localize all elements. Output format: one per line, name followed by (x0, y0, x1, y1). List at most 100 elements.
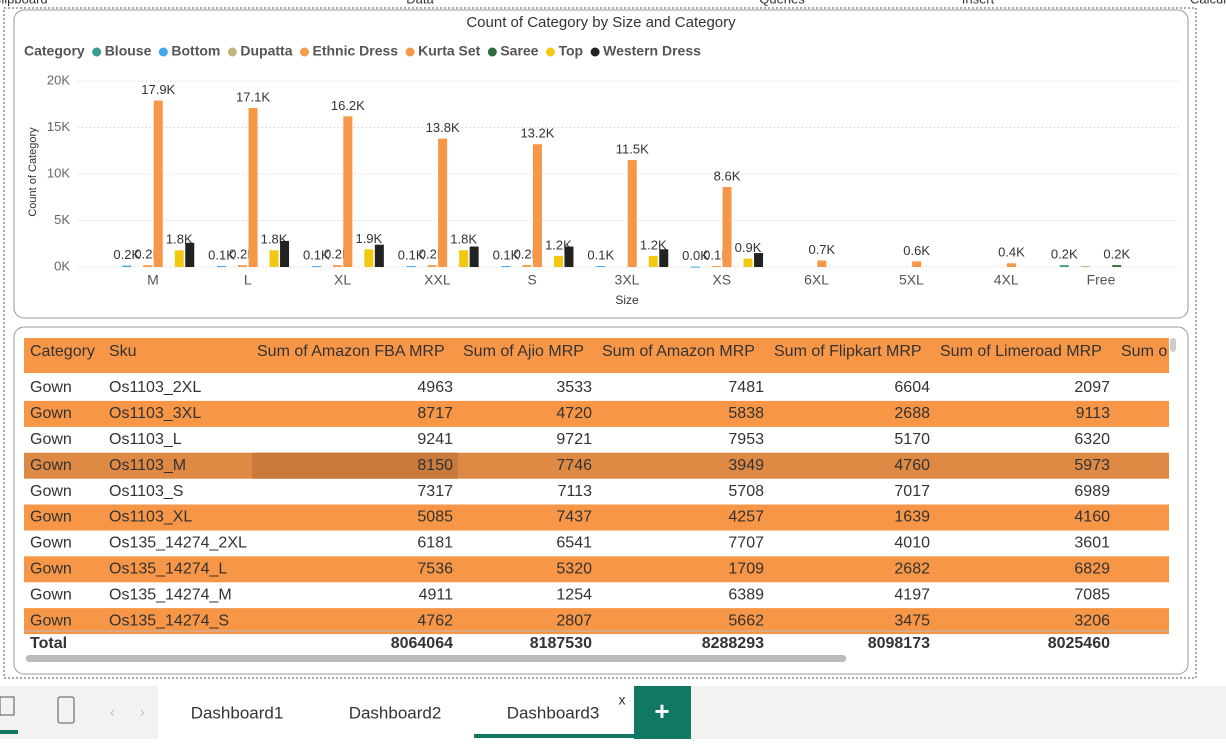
data-label: 13.2K (520, 126, 554, 141)
column-header[interactable]: Sum of Flipkart MRP (774, 343, 922, 360)
tab[interactable] (158, 686, 316, 739)
y-tick-label: 5K (54, 212, 70, 227)
data-label: 1.2K (640, 237, 667, 252)
row-bg (24, 556, 1169, 583)
y-axis-label: Count of Category (27, 127, 39, 217)
x-tick-label: S (528, 272, 537, 288)
scrollbar-v[interactable] (1170, 338, 1176, 352)
cell: Gown (30, 379, 72, 396)
data-label: 0.1K (398, 248, 425, 263)
bar (185, 242, 195, 267)
add-tab[interactable] (634, 686, 691, 739)
tab-label[interactable]: Dashboard3 (507, 703, 600, 722)
tab-close[interactable]: x (619, 692, 626, 708)
cell: 4720 (556, 405, 592, 422)
bar (332, 265, 342, 267)
cell: 7437 (556, 509, 592, 526)
bar (174, 250, 184, 267)
column-header[interactable]: Sum o (1121, 343, 1167, 360)
total-cell: 8025460 (1048, 635, 1110, 652)
column-header[interactable]: Category (30, 343, 95, 360)
cell-highlight (252, 452, 458, 479)
bar (1059, 265, 1069, 267)
legend-marker (487, 47, 497, 57)
bar (153, 100, 163, 267)
legend-marker (227, 47, 237, 57)
cell: 7017 (894, 483, 930, 500)
tab-label[interactable]: Dashboard2 (349, 703, 442, 722)
data-label: 11.5K (616, 141, 649, 156)
cell: 2688 (894, 405, 930, 422)
data-label: 0.9K (735, 240, 762, 255)
tab-active[interactable] (474, 686, 634, 739)
nav-prev[interactable]: ‹ (110, 704, 115, 720)
legend-label: Dupatta (240, 43, 292, 59)
data-label: 0.2K (1103, 247, 1130, 262)
column-header[interactable]: Sku (109, 343, 137, 360)
bar (712, 266, 722, 268)
x-tick-label: L (244, 272, 252, 288)
total-cell: 8098173 (868, 635, 930, 652)
column-header[interactable]: Sum of Limeroad MRP (940, 343, 1102, 360)
cell: 4911 (419, 586, 454, 603)
data-label: 0.6K (903, 243, 930, 258)
legend-label: Top (558, 43, 583, 59)
bar (532, 144, 542, 267)
cell: 6829 (1074, 561, 1110, 578)
cell: Gown (30, 457, 72, 474)
ribbon-label: Insert (962, 0, 995, 6)
cell: 1709 (728, 561, 764, 578)
cell: 9241 (417, 431, 453, 448)
column-header[interactable]: Sum of Amazon MRP (602, 343, 755, 360)
data-label: 1.9K (355, 231, 382, 246)
column-header[interactable]: Sum of Ajio MRP (463, 343, 584, 360)
tab-label[interactable]: Dashboard1 (191, 703, 284, 722)
cell: 3475 (894, 612, 930, 629)
cell: 5320 (556, 561, 592, 578)
cell: 9113 (1076, 405, 1111, 422)
column-header[interactable]: Sum of Amazon FBA MRP (257, 343, 445, 360)
row-bg (24, 608, 1169, 635)
data-label: 0.1K (303, 248, 330, 263)
cell: 8717 (417, 405, 453, 422)
mobile-icon[interactable] (57, 696, 75, 724)
bar (553, 255, 563, 267)
x-tick-label: XXL (424, 272, 451, 288)
cell: 7481 (728, 379, 764, 396)
cell: Gown (30, 535, 72, 552)
y-tick-label: 20K (47, 72, 70, 87)
cell: 8150 (417, 457, 453, 474)
bar (596, 266, 606, 268)
data-label: 13.8K (426, 120, 460, 135)
cell: 7707 (728, 535, 764, 552)
y-tick-label: 10K (47, 165, 70, 180)
scrollbar[interactable] (26, 655, 846, 662)
cell: 6604 (894, 379, 930, 396)
add-tab-label[interactable]: + (654, 696, 669, 726)
cell: 4010 (894, 535, 930, 552)
legend-label: Blouse (105, 43, 152, 59)
data-label: 0.1K (493, 248, 520, 263)
cell: Gown (30, 509, 72, 526)
desktop-icon[interactable] (0, 696, 15, 716)
x-tick-label: 6XL (804, 272, 829, 288)
bar (501, 266, 511, 268)
cell: 5708 (728, 483, 764, 500)
row-bg (24, 400, 1169, 427)
cell: 5170 (894, 431, 930, 448)
data-label: 0.4K (998, 245, 1025, 260)
cell: Os1103_3XL (109, 405, 201, 422)
cell: 6181 (417, 535, 453, 552)
cell: 4760 (894, 457, 930, 474)
cell: 6389 (728, 586, 764, 603)
bar (659, 249, 669, 267)
legend-label: Western Dress (603, 43, 701, 59)
tab[interactable] (316, 686, 474, 739)
cell: 9721 (556, 431, 592, 448)
bar (122, 265, 132, 267)
cell: Gown (30, 405, 72, 422)
data-label: 1.8K (450, 232, 477, 247)
nav-next[interactable]: › (140, 704, 145, 720)
bar (743, 258, 753, 267)
